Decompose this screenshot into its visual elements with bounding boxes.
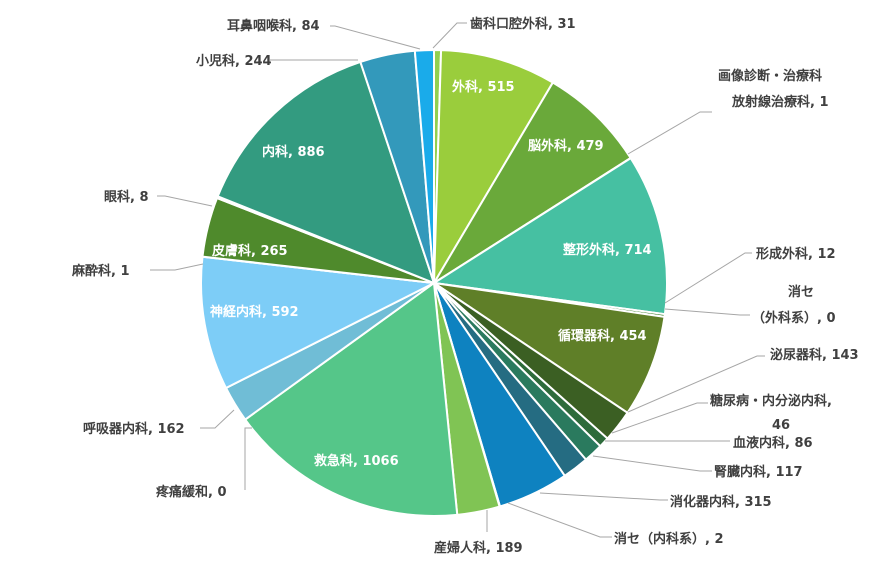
leader-line-消化器内科 [539,492,668,501]
leader-line-耳鼻咽喉科 [330,25,421,50]
slice-循環器科 [433,282,666,415]
label-消セ内科系: 消セ（内科系）, 2 [614,531,724,547]
label-消化器内科: 消化器内科, 315 [670,494,772,510]
label-消セ外科系-line2: （外科系）, 0 [752,310,836,326]
leader-line-麻酔科 [150,263,204,271]
slice-整形外科 [431,156,668,316]
label-泌尿器科: 泌尿器科, 143 [770,347,859,363]
leader-lines [150,22,765,538]
label-麻酔科: 麻酔科, 1 [71,263,130,279]
label-内科: 内科, 886 [262,144,325,160]
data-labels: 歯科口腔外科, 31 画像診断・治療科 放射線治療科, 1 形成外科, 12 消… [71,16,859,556]
slice-脳外科 [433,81,633,284]
slice-救急科 [243,281,459,518]
label-放射線治療科: 放射線治療科, 1 [731,94,829,110]
leader-line-呼吸器内科 [200,409,235,429]
slice-神経内科 [200,255,438,390]
label-血液内科: 血液内科, 86 [733,435,813,451]
leader-line-腎臓内科 [592,455,712,472]
slice-耳鼻咽喉科 [413,48,435,284]
leader-line-消セ内科系 [507,502,612,538]
label-歯科口腔外科: 歯科口腔外科, 31 [470,16,576,32]
label-糖尿病-line1: 糖尿病・内分泌内科, [710,393,832,409]
slice-内科 [216,60,436,285]
label-形成外科: 形成外科, 12 [756,246,836,262]
label-外科: 外科, 515 [451,79,515,95]
label-循環器科: 循環器科, 454 [558,328,647,344]
label-小児科: 小児科, 244 [196,53,272,69]
label-神経内科: 神経内科, 592 [210,304,299,320]
leader-line-歯科口腔外科 [432,22,467,49]
label-救急科: 救急科, 1066 [314,453,399,469]
label-整形外科: 整形外科, 714 [562,242,652,258]
label-画像診断・治療科: 画像診断・治療科 [718,68,822,84]
label-呼吸器内科: 呼吸器内科, 162 [83,421,185,437]
leader-line-画像診断 [627,111,712,155]
label-眼科: 眼科, 8 [104,189,149,205]
leader-line-眼科 [157,195,213,207]
leader-line-泌尿器科 [627,355,765,413]
label-脳外科: 脳外科, 479 [528,138,604,154]
leader-line-糖尿病 [611,402,708,434]
pie-slices [200,48,668,518]
label-疼痛緩和: 疼痛緩和, 0 [156,484,227,500]
leader-line-形成外科 [664,252,752,304]
label-耳鼻咽喉科: 耳鼻咽喉科, 84 [227,18,320,34]
label-産婦人科: 産婦人科, 189 [434,540,523,556]
label-糖尿病-line2: 46 [772,418,790,433]
label-腎臓内科: 腎臓内科, 117 [714,464,803,480]
leader-line-消セ外科系 [664,308,750,316]
slice-外科 [433,49,555,284]
label-消セ外科系-line1: 消セ [788,284,814,300]
leader-line-疼痛緩和 [244,427,252,490]
label-皮膚科: 皮膚科, 265 [211,243,288,259]
